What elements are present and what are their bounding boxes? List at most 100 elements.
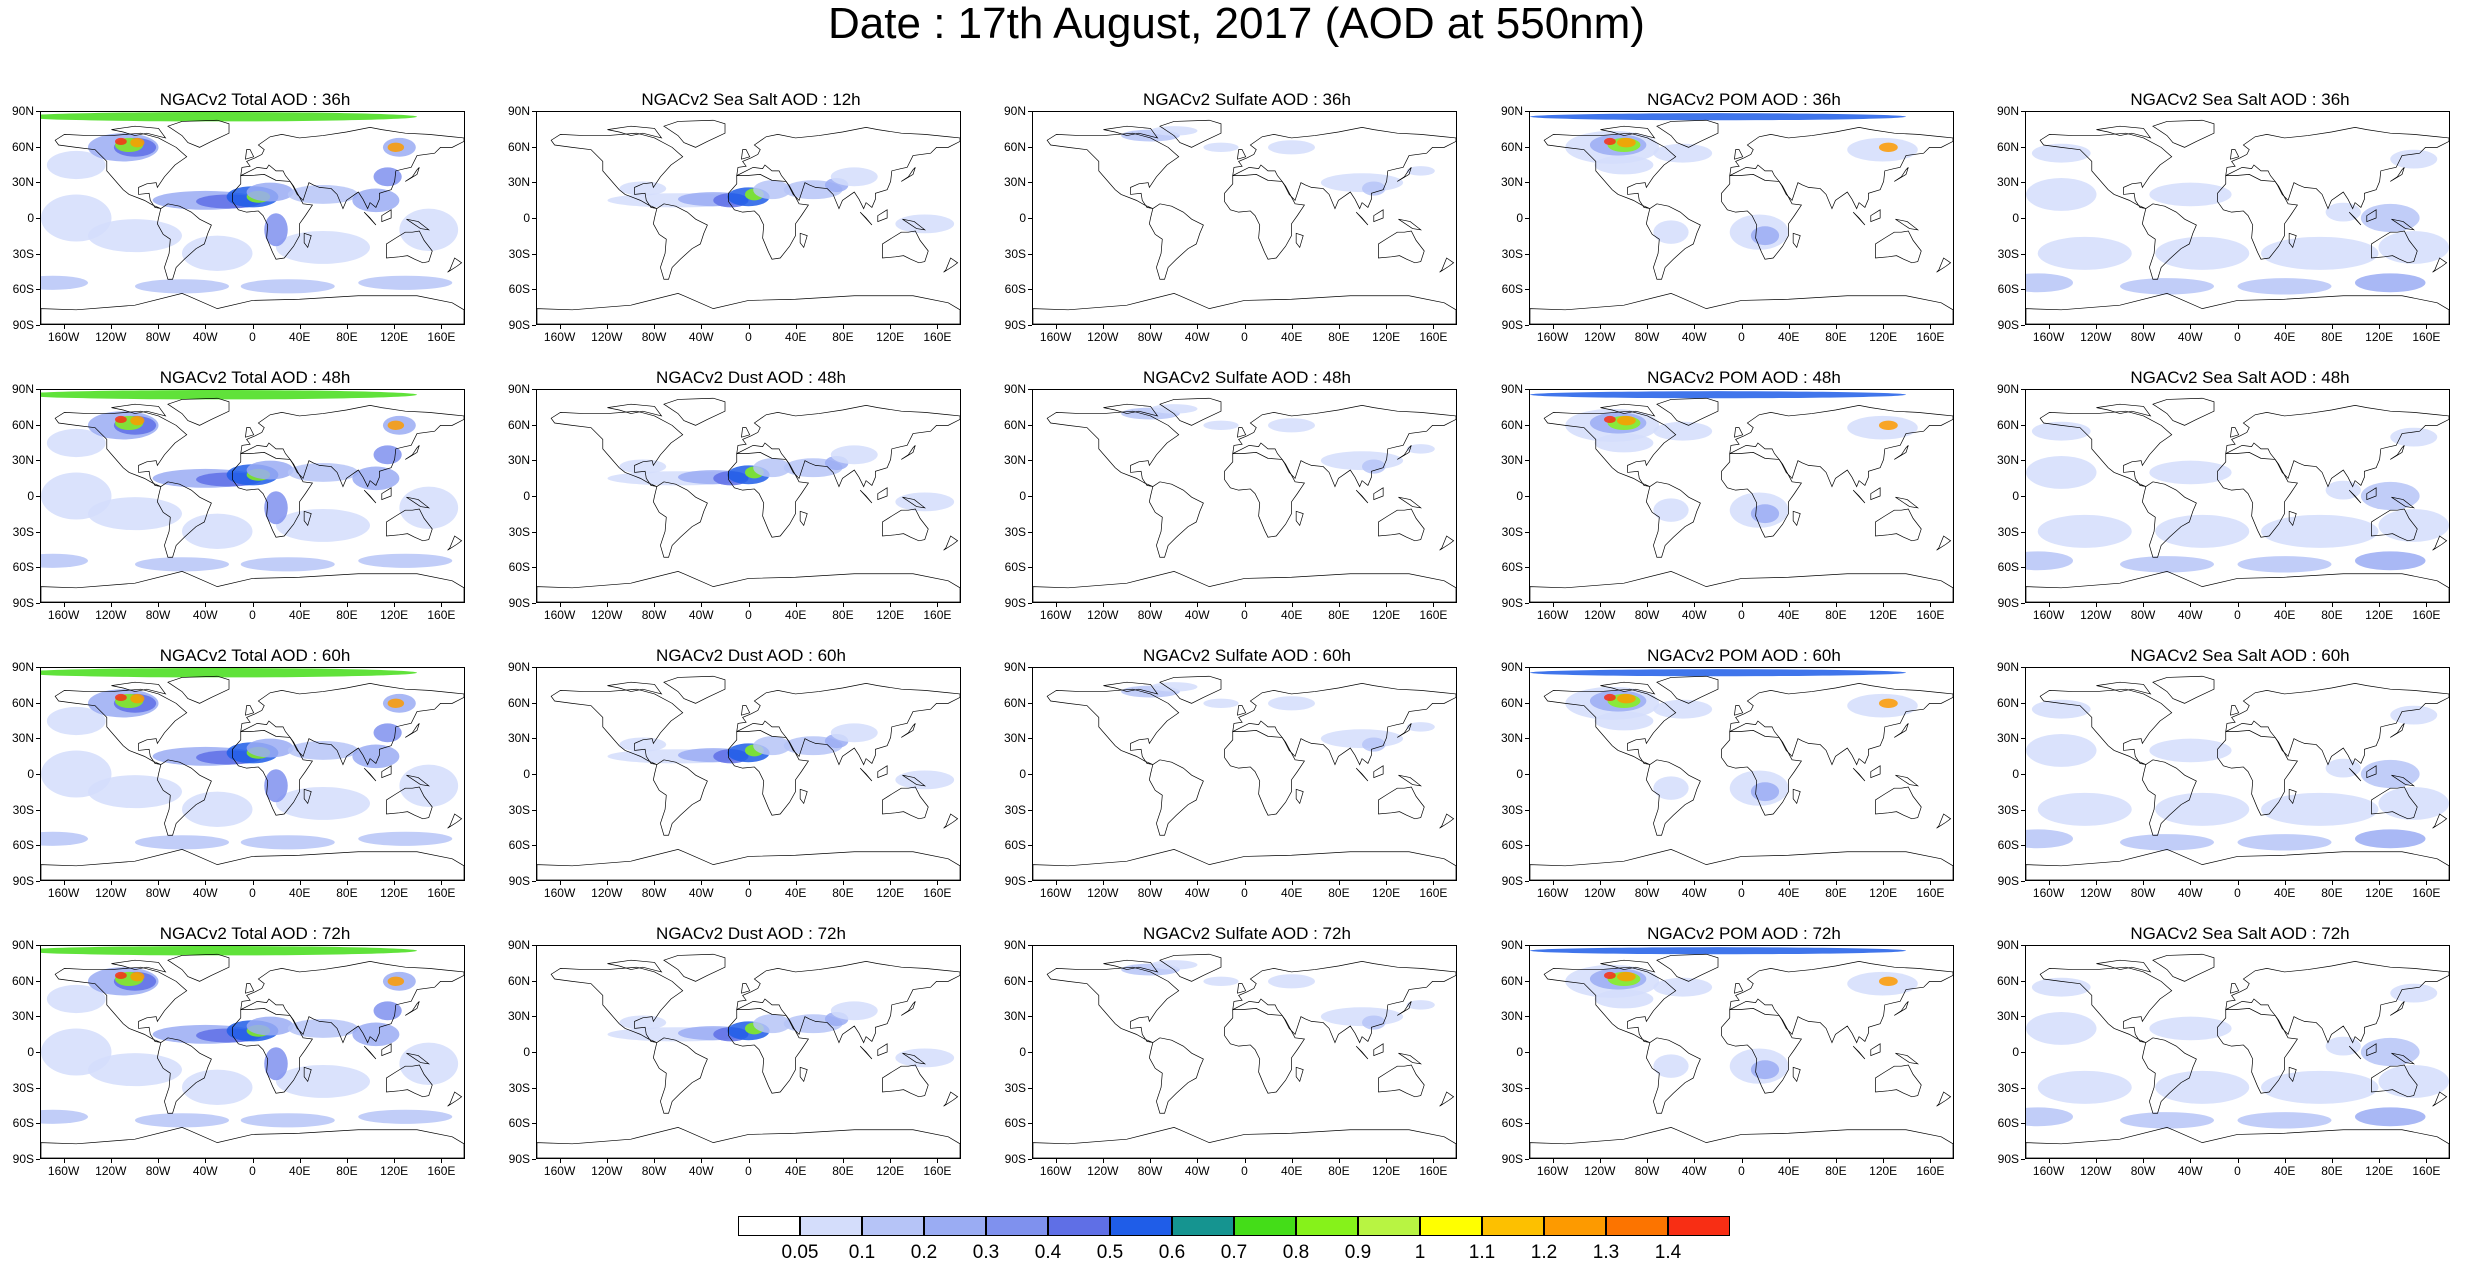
lon-tick-label: 80W <box>1137 608 1163 622</box>
lon-tick <box>1386 325 1388 329</box>
coastline <box>2225 961 2449 1044</box>
coastline <box>447 813 463 829</box>
lon-tick <box>1338 603 1340 607</box>
lon-tick-label: 0 <box>1738 1164 1745 1178</box>
coastline <box>406 774 431 787</box>
lon-tick <box>701 603 703 607</box>
aod-plume <box>181 1069 253 1105</box>
lon-tick <box>1433 1159 1435 1163</box>
coastline <box>1378 1064 1425 1098</box>
lon-tick <box>299 325 301 329</box>
coastline <box>1295 788 1304 805</box>
coastline <box>537 849 960 880</box>
lon-tick-label: 120E <box>1372 1164 1401 1178</box>
aod-plume <box>358 275 453 290</box>
lat-tick-label: 60S <box>1501 282 1523 297</box>
lat-tick-label: 90N <box>507 660 530 674</box>
coastline <box>406 1052 431 1065</box>
lat-tick-label: 30N <box>1996 175 2019 190</box>
lon-tick-label: 160E <box>1419 1164 1448 1178</box>
coastline <box>1398 1052 1423 1065</box>
lon-tick <box>1055 603 1057 607</box>
lon-tick <box>606 881 608 885</box>
aod-plume <box>41 831 88 846</box>
coastline <box>901 1001 916 1016</box>
lon-tick <box>1197 1159 1199 1163</box>
aod-plume <box>1653 699 1713 719</box>
aod-plume <box>358 831 453 846</box>
lon-tick <box>63 325 65 329</box>
lon-tick-label: 160W <box>47 1164 80 1178</box>
lat-tick-label: 30S <box>12 1080 34 1095</box>
aod-plume <box>276 230 370 264</box>
lat-tick <box>532 111 536 112</box>
lon-tick <box>1599 603 1601 607</box>
lat-tick-label: 90S <box>1997 596 2019 610</box>
coastline <box>1159 675 1222 704</box>
lon-tick <box>2284 1159 2286 1163</box>
panel-title: NGACv2 Sea Salt AOD : 72h <box>2130 924 2350 943</box>
lon-tick-label: 40W <box>688 330 714 344</box>
aod-plume <box>1530 947 1906 955</box>
lat-tick-label: 60N <box>1500 695 1523 710</box>
lat-tick <box>36 146 40 148</box>
aod-plume <box>1604 971 1616 979</box>
lon-tick-label: 160E <box>427 330 456 344</box>
lat-tick <box>1525 567 1529 569</box>
coastline <box>1729 961 1953 1044</box>
lat-tick-label: 30N <box>11 1009 34 1024</box>
aod-plume <box>753 180 791 200</box>
lon-tick-label: 40W <box>1184 608 1210 622</box>
lat-tick-label: 30N <box>507 453 530 468</box>
lon-tick <box>299 603 301 607</box>
colorbar-label: 0.05 <box>781 1242 819 1263</box>
lon-tick-label: 0 <box>2234 1164 2241 1178</box>
lat-tick <box>1028 389 1032 390</box>
lon-tick-label: 160W <box>543 608 576 622</box>
lon-tick-label: 120W <box>591 330 623 344</box>
lon-tick-label: 120E <box>1869 886 1898 900</box>
coastline <box>1159 397 1222 426</box>
lat-tick-label: 60N <box>507 139 530 154</box>
coastline <box>652 481 708 558</box>
coastline <box>1645 203 1701 280</box>
panel-title: NGACv2 Sulfate AOD : 36h <box>1143 90 1351 109</box>
lat-tick-label: 60N <box>507 417 530 432</box>
lon-tick <box>937 1159 939 1163</box>
aod-plume <box>1878 420 1898 431</box>
lat-tick-label: 90N <box>1996 382 2019 396</box>
coastline <box>2225 405 2449 488</box>
coastline <box>1734 983 1744 994</box>
lon-tick <box>937 325 939 329</box>
lon-tick-label: 120W <box>2080 886 2112 900</box>
lat-tick <box>2021 603 2025 604</box>
coastline <box>1656 675 1719 704</box>
lat-tick <box>1028 253 1032 255</box>
coastline <box>882 1064 929 1098</box>
lon-tick <box>2190 603 2192 607</box>
panel-title: NGACv2 Sea Salt AOD : 60h <box>2130 646 2350 665</box>
lat-tick-label: 30S <box>1501 802 1523 817</box>
lat-tick-label: 90N <box>1500 382 1523 396</box>
aod-plume <box>2155 792 2250 826</box>
coastline <box>41 571 464 602</box>
colorbar-label: 0.9 <box>1344 1242 1372 1263</box>
lon-tick <box>1102 325 1104 329</box>
aod-plume <box>830 1001 878 1021</box>
coastline <box>1734 705 1744 716</box>
colorbar-label: 0.2 <box>910 1242 938 1263</box>
aod-plume <box>1530 391 1906 399</box>
coastline <box>2141 203 2197 280</box>
lon-tick <box>654 1159 656 1163</box>
lat-tick <box>1525 1159 1529 1160</box>
lon-tick-label: 160E <box>2412 1164 2441 1178</box>
aod-plume <box>830 445 878 465</box>
lon-tick-label: 120W <box>1584 608 1616 622</box>
panel-title: NGACv2 Dust AOD : 48h <box>656 368 846 387</box>
coastline <box>882 786 929 820</box>
lon-tick <box>441 325 443 329</box>
coastline <box>1439 813 1455 829</box>
lat-tick-label: 0 <box>27 211 34 225</box>
coastline <box>406 218 431 231</box>
coastline <box>1237 149 1247 160</box>
